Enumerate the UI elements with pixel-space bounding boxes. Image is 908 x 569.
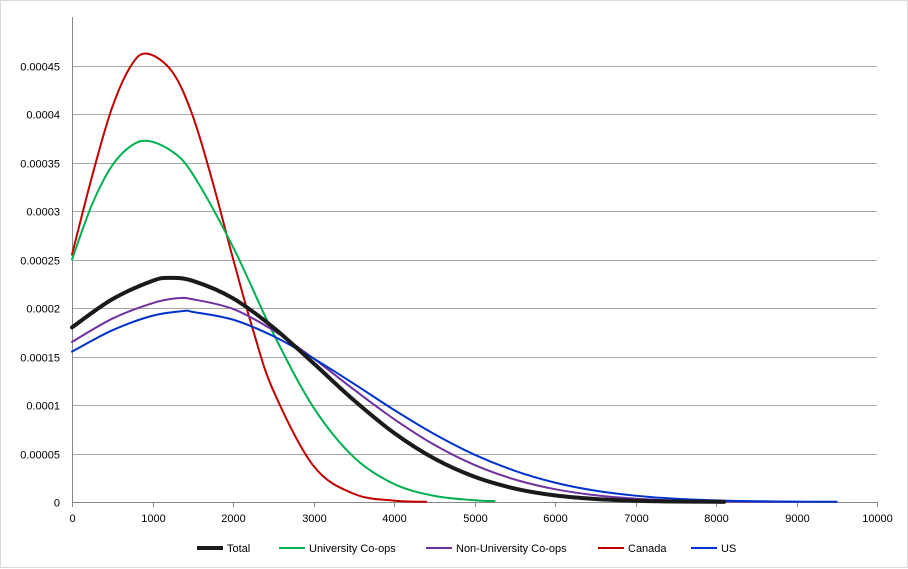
legend: Total University Co-ops Non-University Co-… — [197, 543, 736, 555]
x-tick-label: 3000 — [302, 513, 326, 525]
y-tick-label: 0.00045 — [20, 62, 60, 74]
series-lines — [70, 52, 838, 504]
x-tick-label: 9000 — [785, 513, 809, 525]
legend-label-us: US — [721, 543, 736, 555]
axes — [72, 17, 878, 507]
y-tick-label: 0.0003 — [26, 207, 60, 219]
y-tick-label: 0.00035 — [20, 159, 60, 171]
y-tick-label: 0.0004 — [26, 110, 60, 122]
legend-label-total: Total — [227, 543, 250, 555]
legend-label-university-co-ops: University Co-ops — [309, 543, 396, 555]
y-axis-tick-labels: 0 0.00005 0.0001 0.00015 0.0002 0.00025 0.0003… — [20, 62, 60, 510]
y-tick-label: 0.00015 — [20, 353, 60, 365]
y-tick-label: 0 — [54, 498, 60, 510]
x-tick-label: 4000 — [382, 513, 406, 525]
y-tick-label: 0.00005 — [20, 450, 60, 462]
x-tick-label: 8000 — [704, 513, 728, 525]
x-axis-tick-labels: 0 1000 2000 3000 4000 5000 6000 7000 8000 9000 100… — [69, 513, 892, 525]
series-line-canada — [71, 52, 428, 503]
legend-label-canada: Canada — [628, 543, 667, 555]
series-line-non-university-co-ops — [71, 296, 798, 503]
y-tick-label: 0.0002 — [26, 304, 60, 316]
x-tick-label: 7000 — [624, 513, 648, 525]
x-tick-label: 5000 — [463, 513, 487, 525]
series-line-us — [71, 309, 838, 503]
x-tick-label: 2000 — [221, 513, 245, 525]
y-tick-label: 0.0001 — [26, 401, 60, 413]
series-line-total — [70, 275, 727, 504]
grid-lines — [72, 66, 877, 455]
x-tick-label: 10000 — [862, 513, 893, 525]
x-tick-label: 0 — [69, 513, 75, 525]
y-tick-label: 0.00025 — [20, 256, 60, 268]
legend-label-non-university-co-ops: Non-University Co-ops — [456, 543, 567, 555]
x-tick-label: 6000 — [543, 513, 567, 525]
x-tick-label: 1000 — [141, 513, 165, 525]
series-line-university-co-ops — [71, 139, 496, 503]
